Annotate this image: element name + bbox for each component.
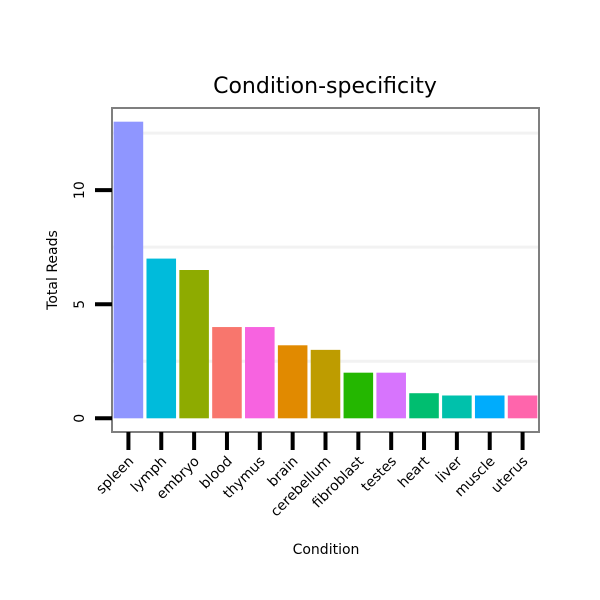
y-tick-label: 5 (72, 300, 88, 309)
y-tick-label: 10 (72, 181, 88, 199)
y-axis-label: Total Reads (45, 230, 61, 311)
bar-blood (212, 327, 242, 419)
x-axis-label: Condition (293, 542, 360, 558)
bar-lymph (146, 258, 177, 419)
bar-uterus (507, 395, 538, 419)
bar-liver (442, 395, 472, 419)
bar-fibroblast (343, 372, 374, 419)
bars (113, 121, 538, 419)
bar-spleen (113, 121, 144, 419)
bar-muscle (474, 395, 505, 419)
y-tick-label: 0 (72, 414, 88, 423)
y-axis-ticks: 0 5 10 (72, 181, 112, 423)
chart-title: Condition-specificity (213, 74, 437, 99)
bar-cerebellum (310, 349, 341, 419)
bar-testes (376, 372, 406, 419)
bar-brain (277, 345, 308, 419)
bar-thymus (245, 327, 275, 419)
bar-heart (409, 393, 439, 419)
bar-embryo (179, 270, 209, 419)
